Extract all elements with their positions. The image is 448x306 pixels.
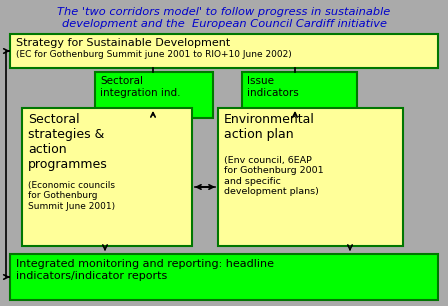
Bar bbox=[10, 254, 438, 300]
Text: development and the  European Council Cardiff initiative: development and the European Council Car… bbox=[61, 19, 387, 29]
Text: (EC for Gothenburg Summit june 2001 to RIO+10 June 2002): (EC for Gothenburg Summit june 2001 to R… bbox=[16, 50, 292, 59]
Text: Sectoral
integration ind.: Sectoral integration ind. bbox=[100, 76, 181, 98]
Bar bbox=[242, 72, 357, 118]
Bar bbox=[10, 34, 438, 68]
Text: Environmental
action plan: Environmental action plan bbox=[224, 113, 315, 141]
Text: Sectoral
strategies &
action
programmes: Sectoral strategies & action programmes bbox=[28, 113, 108, 171]
Text: Integrated monitoring and reporting: headline
indicators/indicator reports: Integrated monitoring and reporting: hea… bbox=[16, 259, 274, 281]
Text: Strategy for Sustainable Development: Strategy for Sustainable Development bbox=[16, 38, 230, 48]
Text: The 'two corridors model' to follow progress in sustainable: The 'two corridors model' to follow prog… bbox=[57, 7, 391, 17]
Text: Issue
indicators: Issue indicators bbox=[247, 76, 299, 98]
Bar bbox=[95, 72, 213, 118]
Bar bbox=[218, 108, 403, 246]
Text: (Env council, 6EAP
for Gothenburg 2001
and specific
development plans): (Env council, 6EAP for Gothenburg 2001 a… bbox=[224, 156, 323, 196]
Bar bbox=[22, 108, 192, 246]
Text: (Economic councils
for Gothenburg
Summit June 2001): (Economic councils for Gothenburg Summit… bbox=[28, 181, 115, 211]
